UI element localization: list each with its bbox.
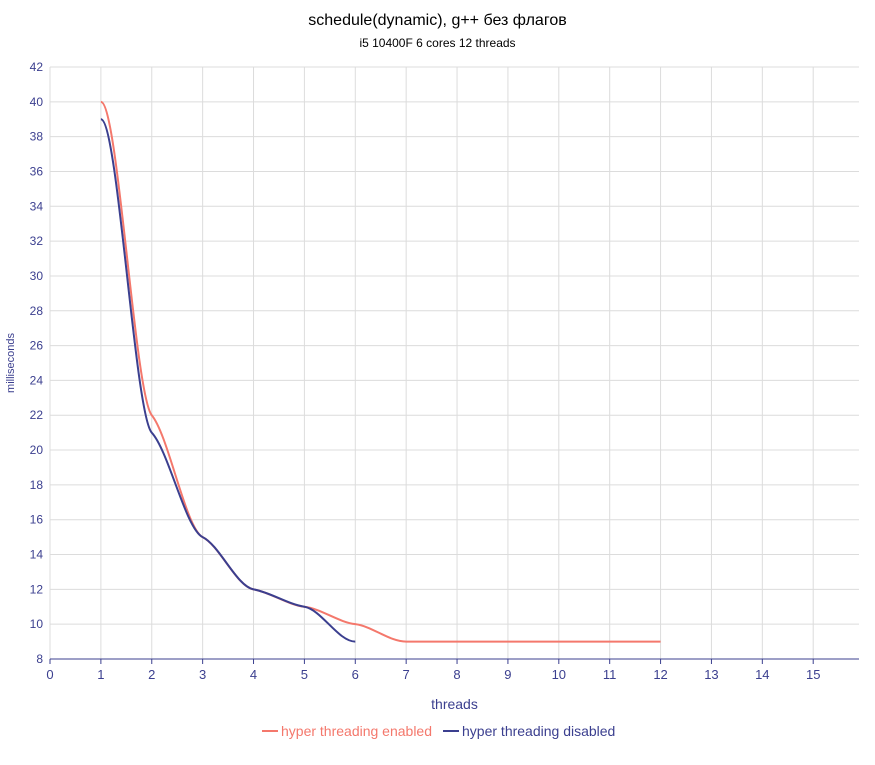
y-tick-label: 34 (30, 199, 44, 213)
y-tick-label: 16 (30, 513, 44, 527)
y-tick-label: 42 (30, 60, 44, 74)
x-axis-ticks: 0 1 2 3 4 5 6 7 8 9 10 11 12 13 14 15 (46, 659, 820, 682)
x-tick-label: 6 (352, 667, 359, 682)
y-tick-label: 18 (30, 478, 44, 492)
y-tick-label: 30 (30, 269, 44, 283)
y-tick-label: 38 (30, 130, 44, 144)
x-tick-label: 8 (453, 667, 460, 682)
y-tick-label: 26 (30, 339, 44, 353)
series-line-1 (99, 100, 661, 643)
x-tick-label: 3 (199, 667, 206, 682)
legend-item-label: hyper threading disabled (462, 723, 615, 739)
x-tick-label: 13 (704, 667, 718, 682)
chart-subtitle: i5 10400F 6 cores 12 threads (359, 36, 516, 50)
x-tick-label: 1 (97, 667, 104, 682)
x-tick-label: 2 (148, 667, 155, 682)
y-tick-label: 32 (30, 234, 44, 248)
y-tick-label: 28 (30, 304, 44, 318)
series-lines (99, 100, 661, 643)
x-axis-label: threads (431, 696, 478, 712)
y-tick-label: 22 (30, 408, 44, 422)
y-tick-label: 20 (30, 443, 44, 457)
x-tick-label: 0 (46, 667, 53, 682)
x-tick-label: 9 (504, 667, 511, 682)
legend: hyper threading enabled hyper threading d… (262, 723, 615, 739)
y-axis-ticks: 8 10 12 14 16 18 20 22 24 26 28 30 32 34 36 38 40 42 (30, 60, 44, 666)
y-tick-label: 24 (30, 373, 44, 387)
legend-item-label: hyper threading enabled (281, 723, 432, 739)
x-tick-label: 15 (806, 667, 820, 682)
chart-title: schedule(dynamic), g++ без флагов (308, 12, 567, 29)
x-tick-label: 7 (403, 667, 410, 682)
x-tick-label: 12 (653, 667, 667, 682)
x-tick-label: 14 (755, 667, 769, 682)
y-tick-label: 8 (36, 652, 43, 666)
grid (49, 66, 859, 660)
y-tick-label: 10 (30, 617, 44, 631)
x-tick-label: 11 (603, 667, 617, 682)
y-axis-label: milliseconds (5, 333, 17, 393)
y-tick-label: 40 (30, 95, 44, 109)
y-tick-label: 36 (30, 164, 44, 178)
x-tick-label: 5 (301, 667, 308, 682)
x-tick-label: 10 (552, 667, 566, 682)
y-tick-label: 14 (30, 548, 44, 562)
x-tick-label: 4 (250, 667, 257, 682)
y-tick-label: 12 (30, 582, 44, 596)
